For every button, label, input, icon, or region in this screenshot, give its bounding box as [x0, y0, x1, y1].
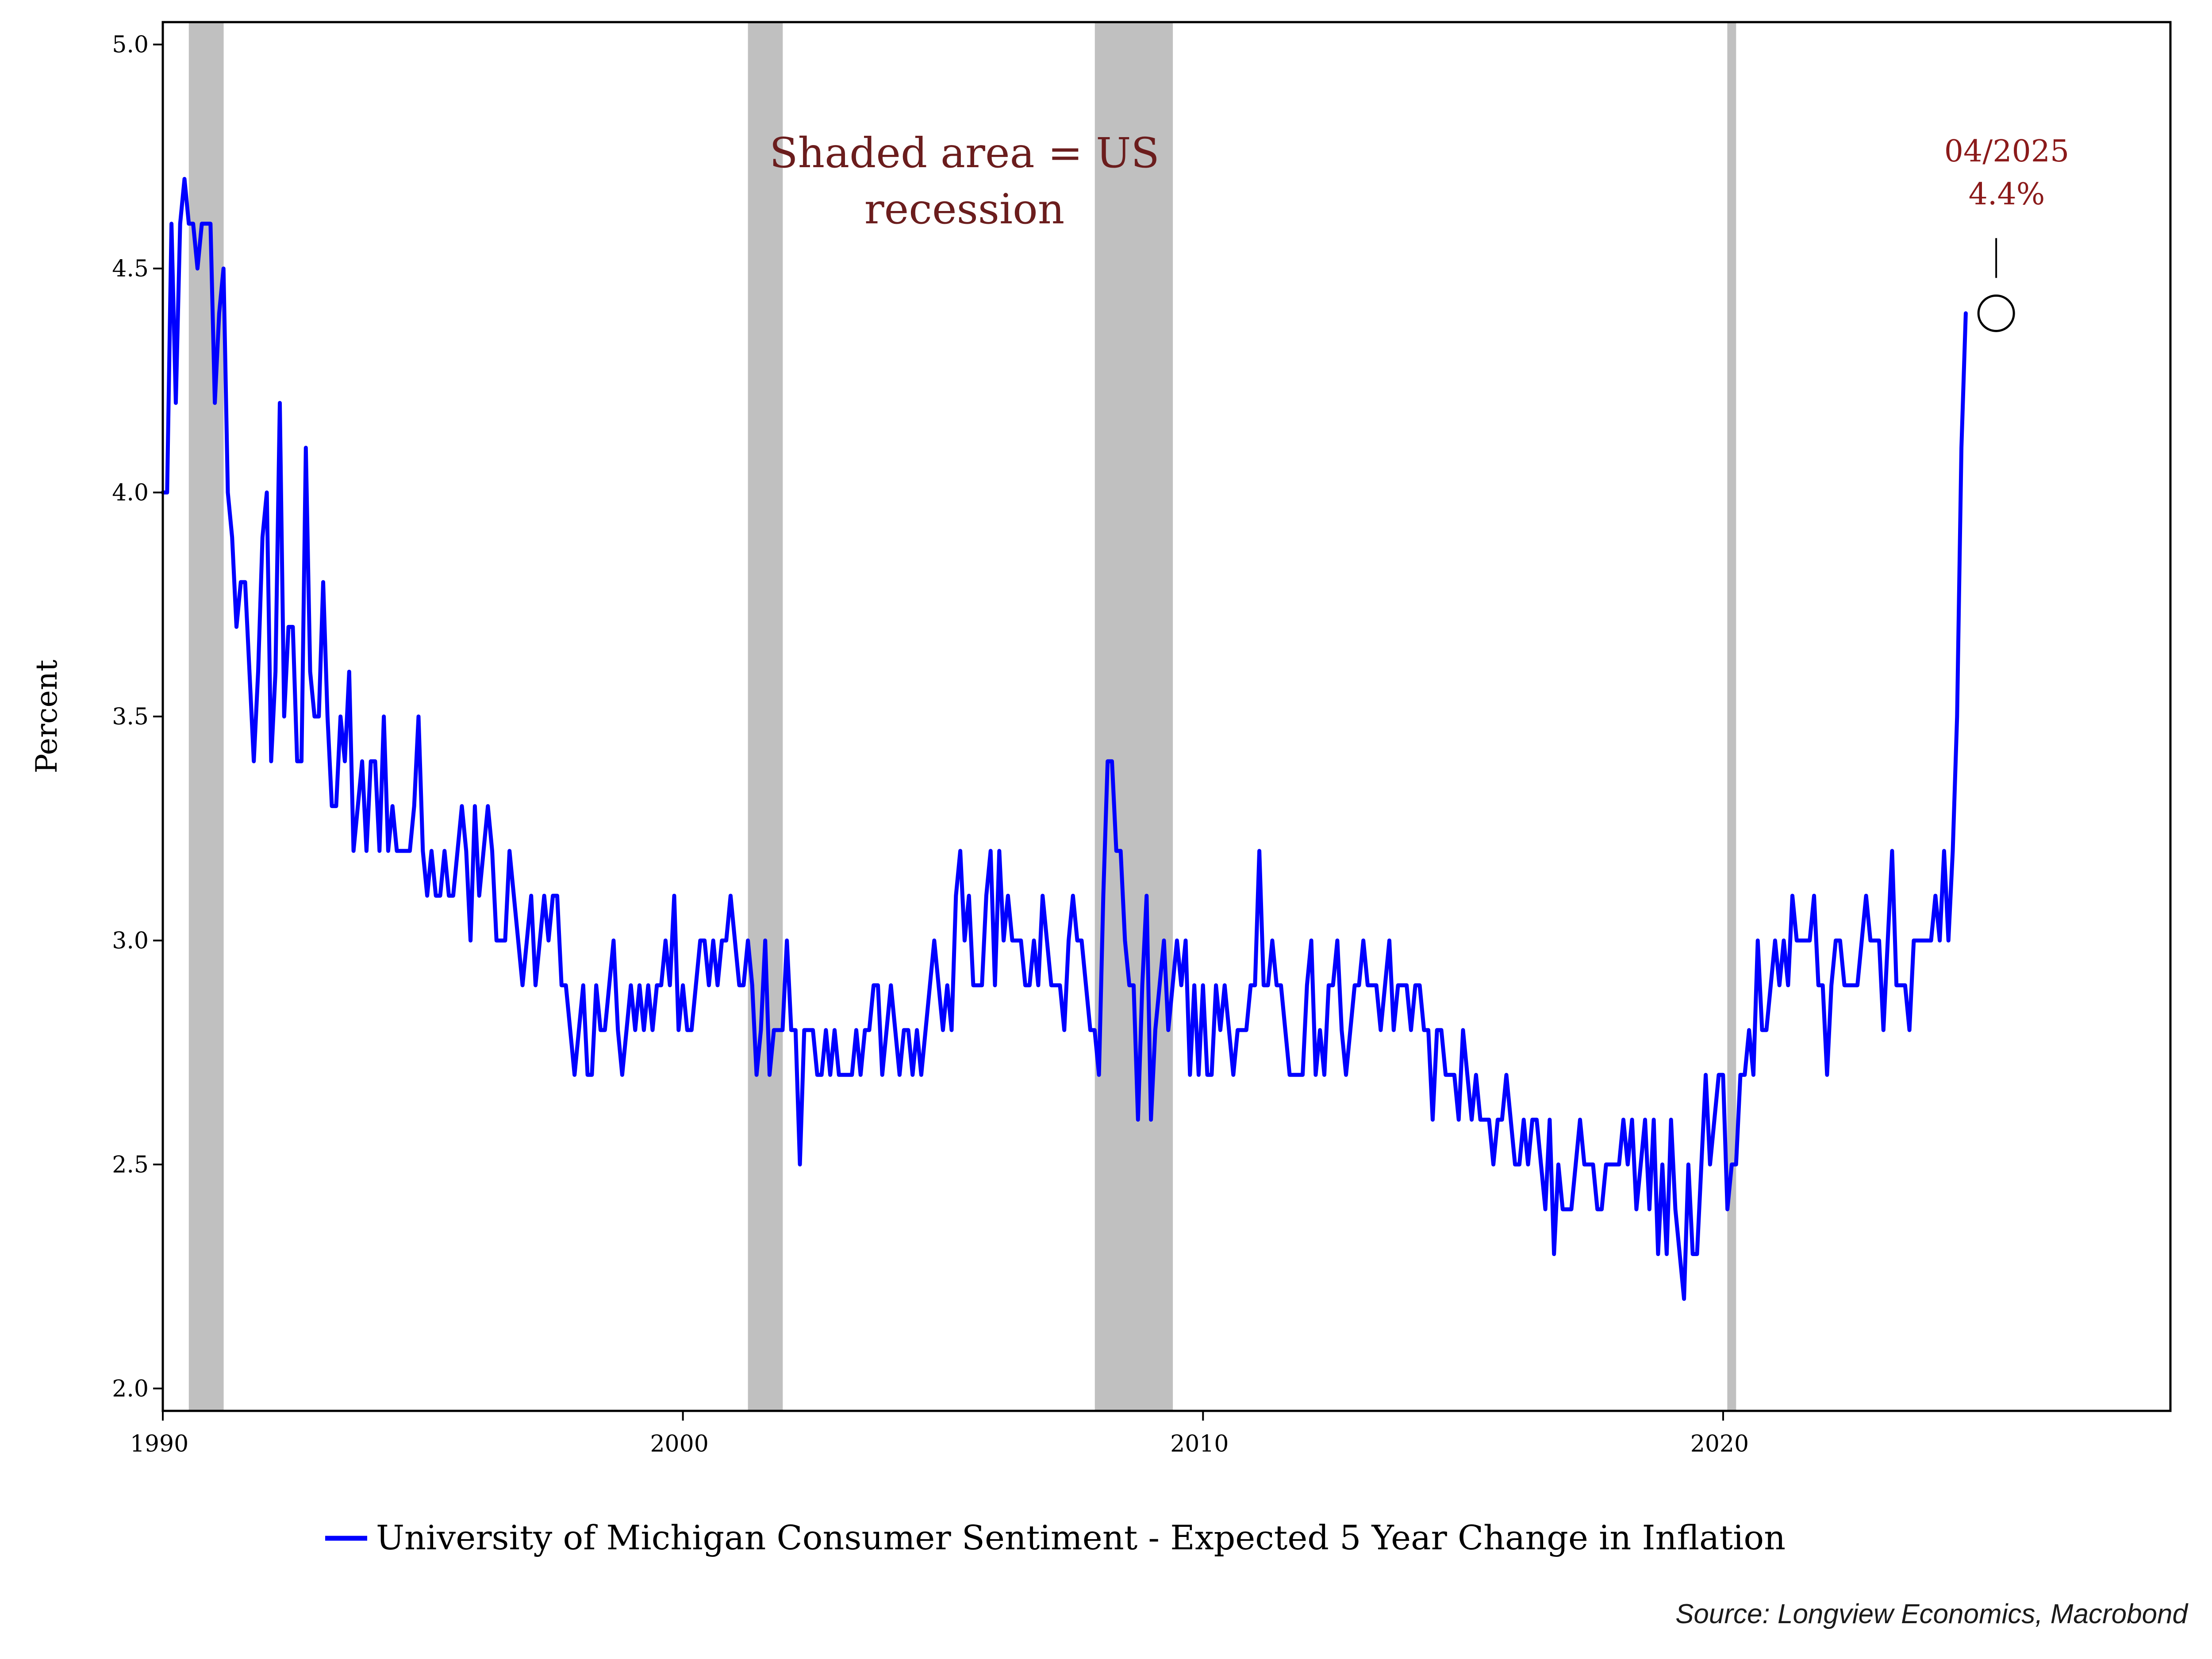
x-axis: 1990 2000 2010 2020	[130, 1411, 1749, 1457]
x-tick-label: 2000	[650, 1431, 708, 1457]
y-tick-label: 3.5	[112, 704, 149, 730]
source-note: Source: Longview Economics, Macrobond	[1675, 1599, 2189, 1629]
y-tick-label: 2.5	[112, 1152, 149, 1178]
recession-band	[1727, 22, 1736, 1411]
y-axis: 2.0 2.5 3.0 3.5 4.0 4.5 5.0	[112, 32, 163, 1402]
y-tick-label: 4.5	[112, 256, 149, 282]
y-tick-label: 5.0	[112, 32, 149, 58]
recession-annotation-line-2: recession	[864, 185, 1065, 234]
y-tick-label: 4.0	[112, 480, 149, 506]
x-tick-label: 2020	[1690, 1431, 1749, 1457]
callout-circle-marker	[1977, 294, 2015, 332]
y-axis-title: Percent	[30, 659, 64, 773]
recession-band	[748, 22, 783, 1411]
recession-band	[1094, 22, 1173, 1411]
legend-label: University of Michigan Consumer Sentimen…	[376, 1518, 1786, 1557]
x-tick-label: 2010	[1170, 1431, 1229, 1457]
recession-annotation-line-1: Shaded area = US	[769, 129, 1160, 177]
y-tick-label: 3.0	[112, 927, 149, 954]
series-line-group	[161, 177, 1968, 1301]
x-tick-label: 1990	[130, 1431, 188, 1457]
series-line	[161, 177, 1968, 1301]
recession-shading	[188, 22, 1736, 1411]
callout-value-label: 4.4%	[1969, 177, 2045, 212]
callout-date-label: 04/2025	[1944, 134, 2070, 169]
y-tick-label: 2.0	[112, 1375, 149, 1402]
